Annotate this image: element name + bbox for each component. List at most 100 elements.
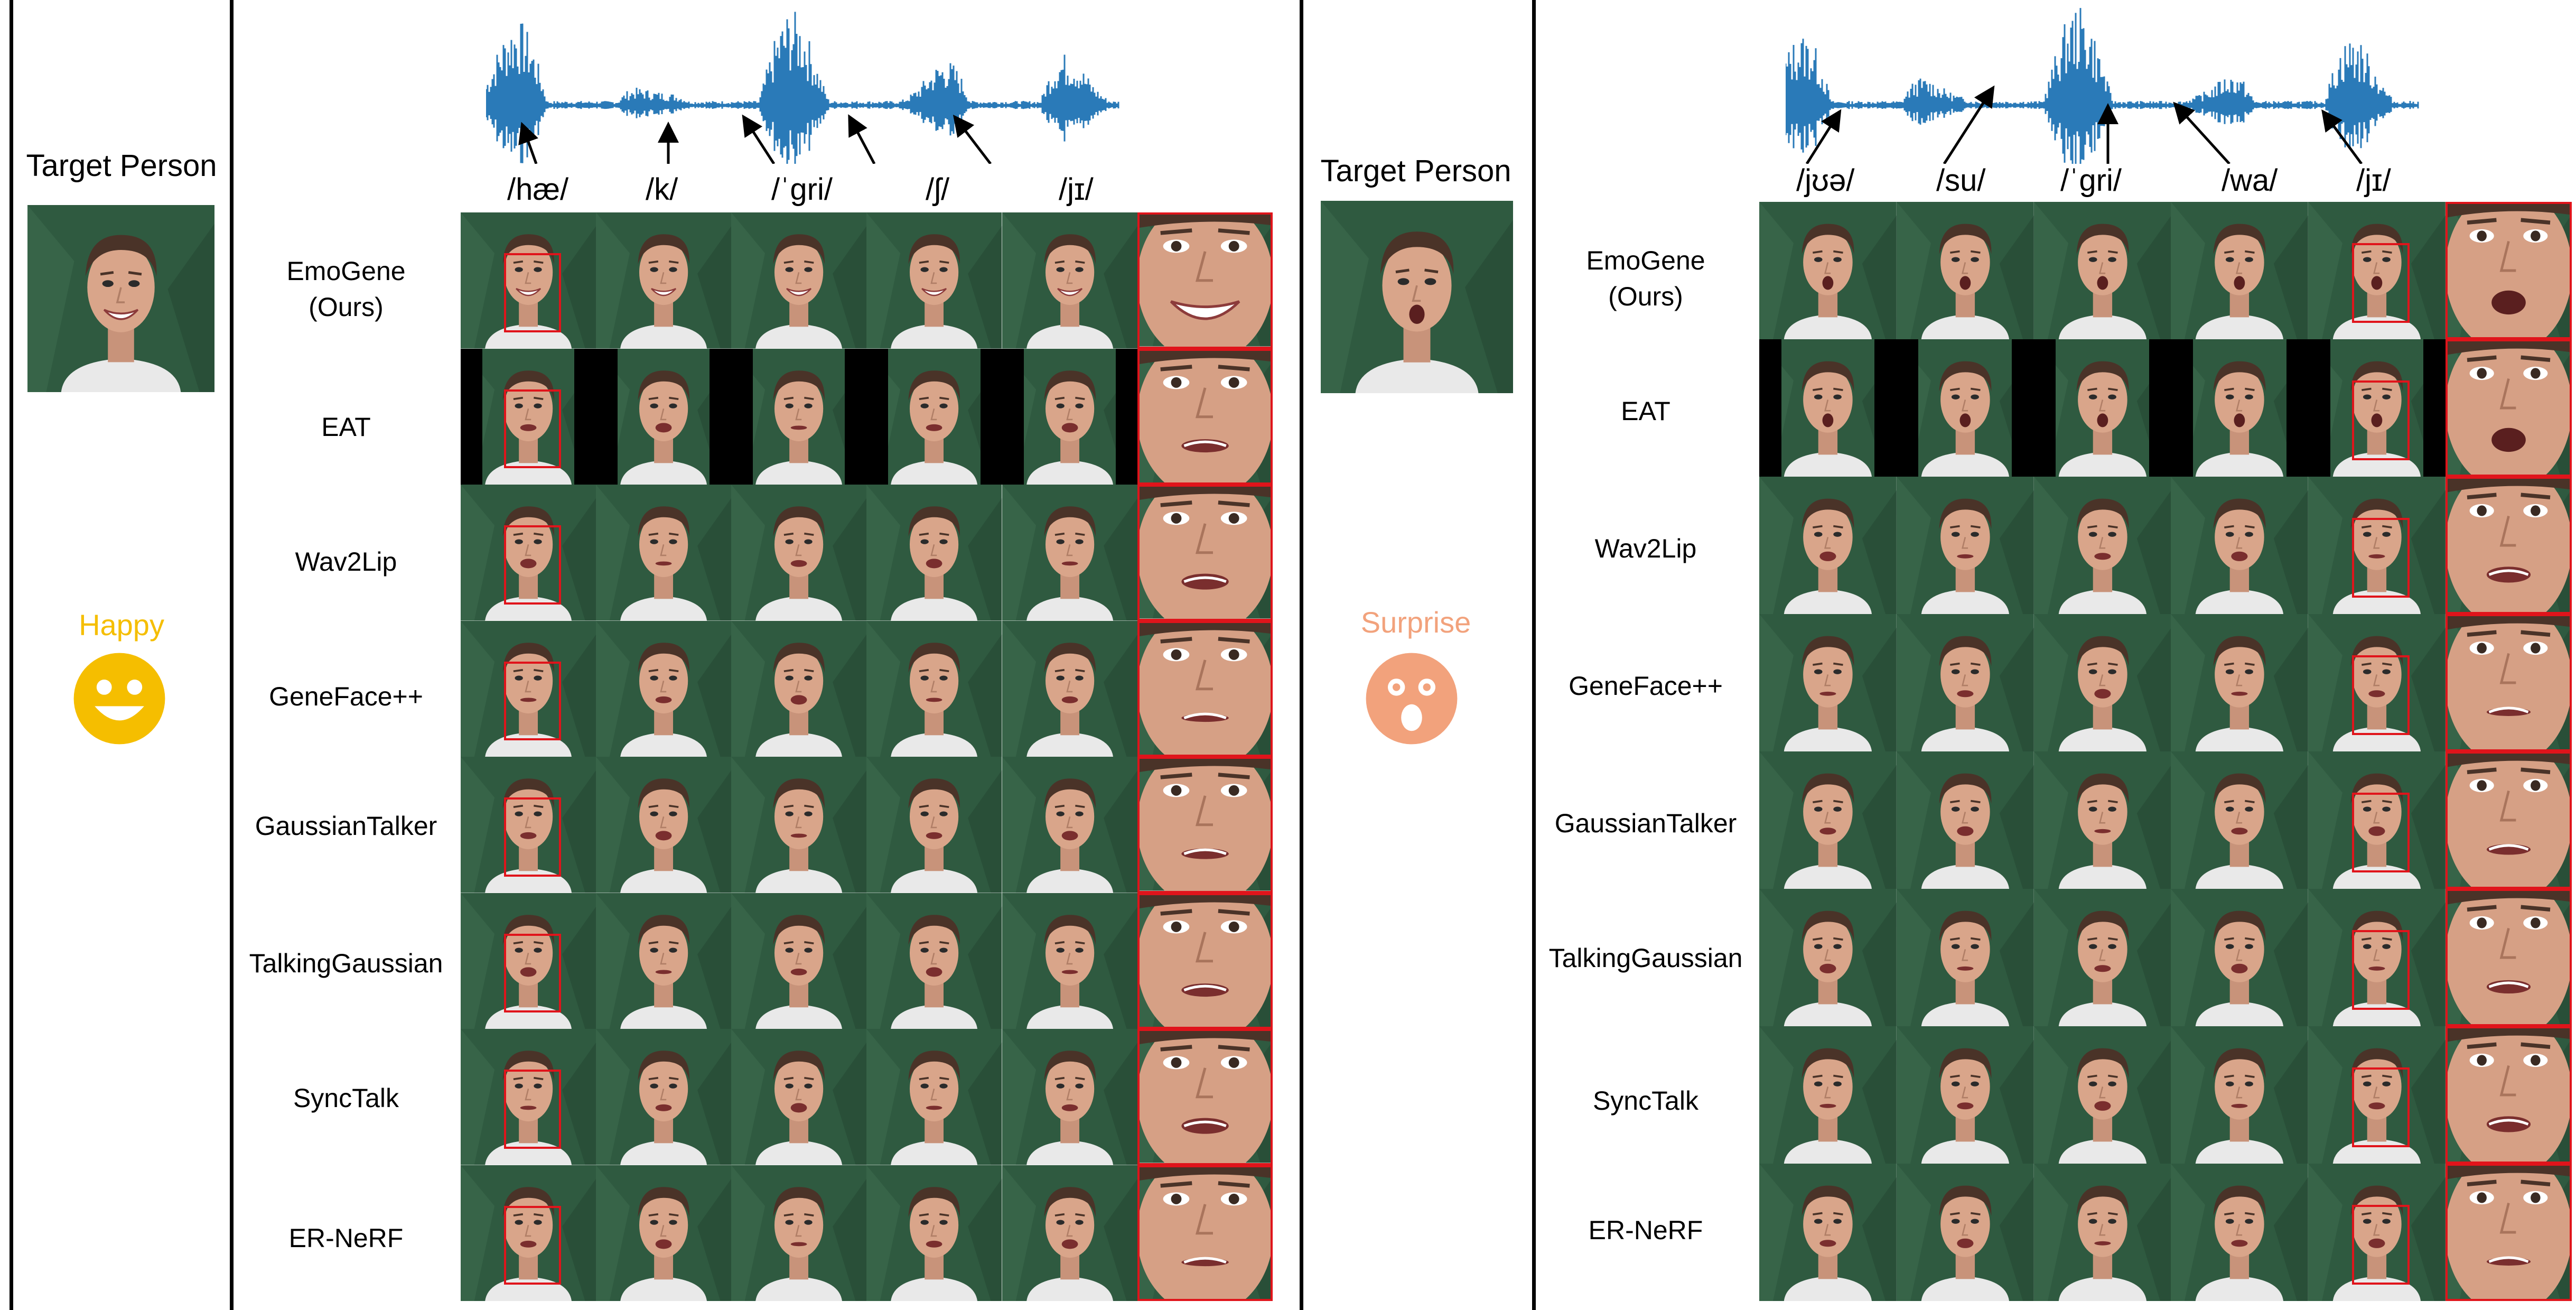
video-frame <box>1896 889 2034 1026</box>
video-frame <box>2171 339 2309 477</box>
method-label: EmoGene (Ours) <box>1586 246 1705 311</box>
video-frame <box>2171 1026 2309 1164</box>
phoneme-arrow <box>953 115 992 164</box>
method-label: Wav2Lip <box>1594 534 1697 563</box>
video-frame <box>731 893 867 1029</box>
target-person-title: Target Person <box>26 148 217 183</box>
video-frame <box>731 1029 867 1165</box>
letterbox-padding <box>596 348 618 485</box>
phoneme-label: /ˈɡri/ <box>771 172 833 207</box>
video-frame <box>461 348 596 485</box>
video-frame <box>1759 477 1897 614</box>
video-frame <box>596 893 732 1029</box>
method-label: GaussianTalker <box>255 811 437 841</box>
phoneme-label: /ˈɡri/ <box>2060 163 2122 198</box>
mouth-region-box <box>503 253 561 332</box>
letterbox-padding <box>845 348 867 485</box>
zoomed-mouth-crop <box>2445 1164 2572 1301</box>
divider-right-label-column <box>1532 0 1536 1310</box>
method-label: SyncTalk <box>1592 1086 1699 1116</box>
zoomed-mouth-crop <box>1137 212 1273 349</box>
method-label: GeneFace++ <box>269 682 423 711</box>
method-label: SyncTalk <box>293 1083 399 1113</box>
zoomed-mouth-crop <box>1137 757 1273 893</box>
mouth-region-box <box>503 797 561 877</box>
audio-waveform <box>486 12 1119 164</box>
video-frame <box>1759 339 1897 477</box>
phoneme-label: /su/ <box>1936 163 1986 198</box>
video-frame <box>1002 485 1137 621</box>
video-frame <box>1002 348 1137 485</box>
video-frame <box>1896 751 2034 889</box>
video-frame <box>1896 477 2034 614</box>
video-frame <box>2171 614 2309 751</box>
video-frame <box>2308 202 2446 339</box>
phoneme-arrow <box>1943 85 1995 164</box>
method-label: EAT <box>321 412 371 442</box>
letterbox-padding <box>1115 348 1137 485</box>
video-frame <box>1759 1026 1897 1164</box>
target-person-portrait <box>1321 201 1513 393</box>
video-frame <box>596 485 732 621</box>
method-label: TalkingGaussian <box>249 949 443 978</box>
method-label: GaussianTalker <box>1554 809 1737 838</box>
phoneme-label: /hæ/ <box>507 172 569 207</box>
zoomed-mouth-crop <box>2445 889 2572 1026</box>
video-frame <box>1759 202 1897 339</box>
zoomed-mouth-crop <box>1137 893 1273 1029</box>
letterbox-padding <box>1002 348 1024 485</box>
mouth-region-box <box>503 525 561 605</box>
video-frame <box>731 485 867 621</box>
method-label: TalkingGaussian <box>1548 943 1743 973</box>
video-frame <box>2171 202 2309 339</box>
mouth-region-box <box>2352 1205 2410 1285</box>
video-frame <box>2308 339 2446 477</box>
video-frame <box>2308 889 2446 1026</box>
video-frame <box>596 620 732 757</box>
divider-left-edge <box>10 0 13 1310</box>
letterbox-padding <box>2033 339 2056 477</box>
letterbox-padding <box>2012 339 2034 477</box>
video-frame <box>461 485 596 621</box>
video-frame <box>2033 202 2171 339</box>
surprised-face-icon <box>1366 653 1458 745</box>
video-frame <box>866 212 1002 349</box>
letterbox-padding <box>574 348 596 485</box>
video-frame <box>2033 339 2171 477</box>
video-frame <box>461 757 596 893</box>
letterbox-padding <box>1874 339 1897 477</box>
video-frame <box>461 620 596 757</box>
mouth-region-box <box>503 933 561 1013</box>
mouth-region-box <box>503 389 561 469</box>
mouth-region-box <box>2352 655 2410 735</box>
zoomed-mouth-crop <box>2445 477 2572 614</box>
method-label: ER-NeRF <box>288 1223 404 1253</box>
video-frame <box>1759 1164 1897 1301</box>
video-frame <box>2308 614 2446 751</box>
mouth-region-box <box>503 1205 561 1285</box>
video-frame <box>1896 339 2034 477</box>
zoomed-mouth-crop <box>2445 614 2572 751</box>
video-frame <box>2033 751 2171 889</box>
video-frame <box>1759 889 1897 1026</box>
phoneme-arrow <box>2321 109 2363 164</box>
video-frame <box>731 212 867 349</box>
letterbox-padding <box>731 348 753 485</box>
video-frame <box>1896 1026 2034 1164</box>
method-label: EAT <box>1621 396 1670 426</box>
video-frame <box>2308 1164 2446 1301</box>
video-frame <box>596 212 732 349</box>
video-frame <box>2308 751 2446 889</box>
video-frame <box>2171 889 2309 1026</box>
video-frame <box>866 485 1002 621</box>
phoneme-label: /k/ <box>646 172 678 207</box>
video-frame <box>461 893 596 1029</box>
video-frame <box>1759 751 1897 889</box>
zoomed-mouth-crop <box>2445 202 2572 339</box>
letterbox-padding <box>2286 339 2309 477</box>
video-frame <box>461 1029 596 1165</box>
emotion-label: Surprise <box>1360 606 1471 639</box>
letterbox-padding <box>2149 339 2171 477</box>
zoomed-mouth-crop <box>1137 348 1273 485</box>
phoneme-arrow <box>2173 101 2230 164</box>
